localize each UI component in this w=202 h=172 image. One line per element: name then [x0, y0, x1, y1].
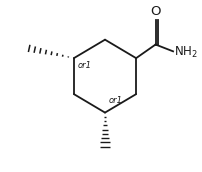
Text: or1: or1: [109, 96, 123, 105]
Text: or1: or1: [78, 61, 92, 70]
Text: O: O: [150, 5, 161, 18]
Text: NH$_2$: NH$_2$: [174, 45, 198, 60]
